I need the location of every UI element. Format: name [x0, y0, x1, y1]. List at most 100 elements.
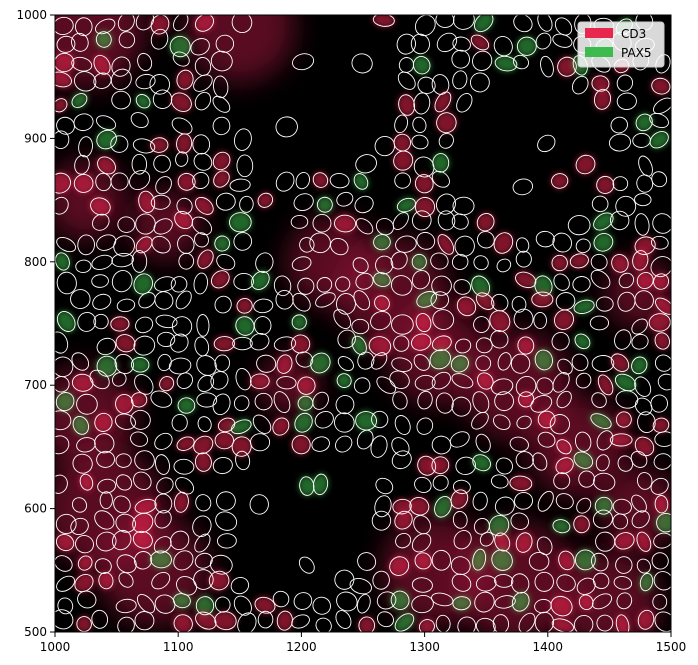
cell-outline: [194, 232, 209, 248]
pax5-positive-cell: [55, 251, 71, 272]
cell-outline: [276, 376, 297, 390]
cell-outline: [413, 515, 431, 535]
cell-outline: [477, 372, 494, 390]
cd3-positive-cell: [150, 15, 170, 36]
cell-outline: [133, 471, 152, 490]
cell-outline: [115, 474, 133, 491]
cell-outline: [176, 372, 193, 389]
cell-outline: [115, 334, 136, 353]
cell-outline: [450, 489, 469, 509]
pax5-positive-cell: [372, 271, 392, 288]
cell-outline: [470, 34, 490, 51]
cell-outline: [615, 195, 637, 217]
cd3-positive-cell: [648, 312, 671, 333]
cell-outline: [156, 331, 176, 347]
cell-outline: [630, 450, 648, 468]
cell-outline: [92, 293, 112, 310]
cell-outline: [615, 556, 633, 574]
cell-outline: [290, 215, 309, 229]
cell-outline: [233, 395, 250, 412]
cell-outline: [194, 452, 212, 472]
cell-outline: [534, 275, 553, 297]
cd3-positive-cell: [368, 335, 392, 357]
cell-outline: [492, 614, 510, 632]
cell-outline: [110, 172, 129, 191]
pax5-positive-cell: [574, 333, 591, 350]
cell-outline: [573, 299, 595, 314]
cell-outline: [414, 552, 432, 570]
cell-outline: [214, 295, 232, 314]
cell-outline: [175, 477, 195, 495]
cell-outline: [637, 609, 655, 630]
cell-outline: [292, 293, 311, 312]
cell-outline: [551, 254, 568, 272]
cell-outline: [651, 552, 669, 570]
legend: CD3 PAX5: [577, 21, 665, 68]
x-tick-label: 1400: [533, 640, 564, 654]
cell-outline: [654, 431, 671, 447]
pax5-positive-cell: [309, 352, 332, 374]
cell-outline: [295, 351, 314, 368]
cell-outline: [297, 376, 316, 395]
legend-label-pax5: PAX5: [621, 46, 652, 60]
cell-outline: [537, 15, 553, 32]
cd3-positive-cell: [476, 371, 495, 391]
stain-layer: [55, 15, 671, 632]
pax5-positive-cell: [411, 253, 428, 271]
cell-outline: [432, 309, 455, 330]
cd3-positive-cell: [75, 615, 93, 632]
cell-outline: [430, 291, 450, 310]
cd3-positive-cell: [654, 331, 671, 351]
cell-outline: [437, 210, 456, 231]
cell-outline: [631, 318, 648, 335]
pax5-positive-cell: [471, 548, 487, 572]
cell-outline: [329, 173, 350, 189]
cell-outline: [411, 253, 427, 270]
cell-outline: [453, 279, 472, 295]
cell-outline: [375, 477, 394, 495]
cell-outline: [352, 257, 369, 274]
cell-outline: [192, 172, 210, 190]
cell-outline: [649, 131, 669, 149]
cd3-positive-cell: [275, 353, 294, 375]
cell-outline: [150, 15, 170, 35]
cell-outline: [370, 310, 392, 331]
cell-outline: [252, 414, 272, 434]
cell-outline: [235, 367, 252, 391]
cell-outline: [193, 152, 213, 171]
cell-outline: [413, 354, 431, 371]
legend-label-cd3: CD3: [621, 27, 646, 41]
cell-outline: [655, 297, 671, 315]
cell-outline: [135, 94, 151, 109]
cell-outline: [636, 272, 654, 290]
cell-outline: [253, 298, 274, 314]
cd3-positive-cell: [610, 253, 630, 274]
cell-outline: [534, 571, 554, 592]
cell-outline: [130, 392, 148, 408]
cell-outline: [634, 193, 652, 207]
cell-outline: [131, 153, 148, 175]
cell-outline: [370, 435, 388, 458]
cell-outline: [391, 450, 412, 470]
cell-outline: [394, 613, 415, 632]
cell-outline: [572, 276, 591, 293]
cd3-positive-cell: [613, 531, 636, 551]
cell-outline: [230, 419, 252, 435]
cd3-positive-cell: [158, 375, 175, 392]
cell-outline: [590, 253, 608, 271]
cell-outline: [596, 430, 614, 451]
cell-outline: [652, 213, 671, 234]
cell-outline: [510, 512, 529, 530]
cd3-positive-cell: [550, 172, 569, 190]
cell-outline: [192, 515, 212, 538]
cell-outline: [172, 51, 190, 67]
cell-outline: [335, 610, 352, 629]
cell-outline: [57, 597, 74, 615]
cell-outline: [97, 478, 117, 494]
cell-outline: [192, 134, 211, 155]
cell-outline: [373, 234, 391, 251]
cell-outline: [196, 392, 218, 408]
cd3-positive-cell: [397, 93, 416, 117]
cell-outline: [315, 617, 332, 632]
cd3-positive-cell: [213, 335, 236, 352]
